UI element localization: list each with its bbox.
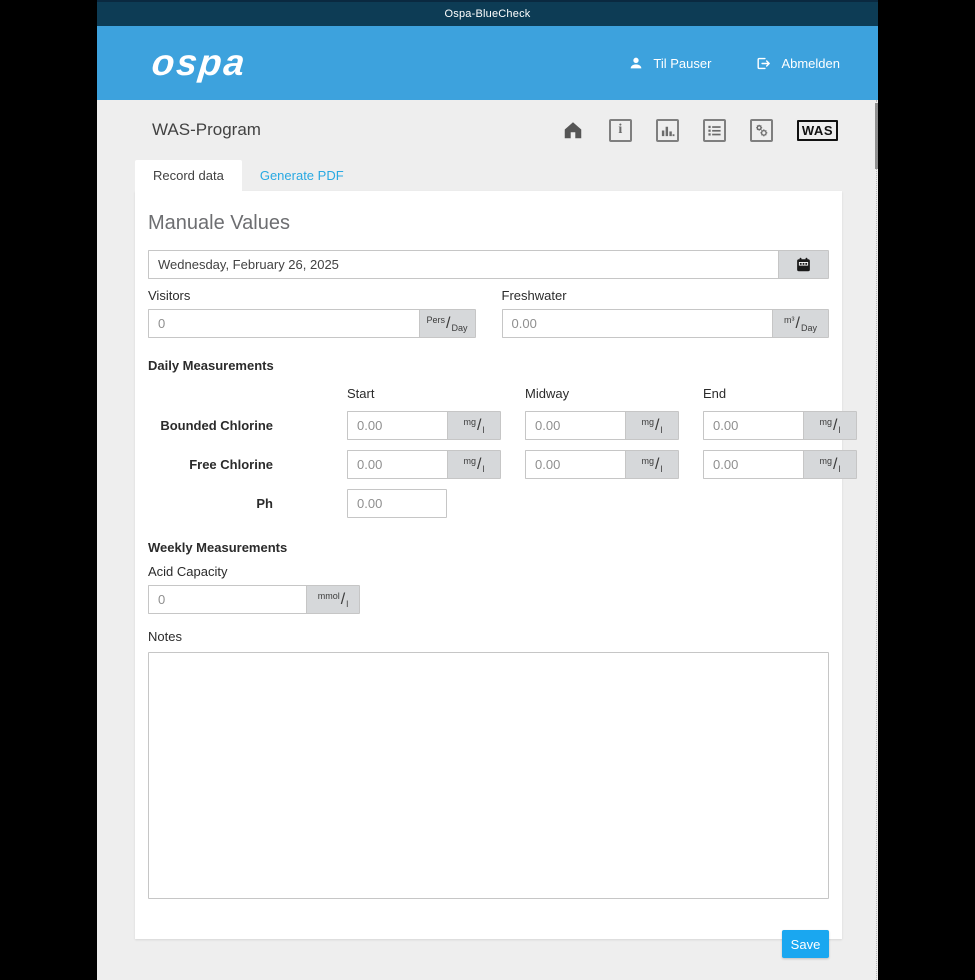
free-chlorine-start-input[interactable] — [347, 450, 447, 479]
date-field-group — [148, 250, 829, 279]
save-button[interactable]: Save — [782, 930, 829, 958]
row-label-ph: Ph — [256, 496, 273, 511]
logout-label: Abmelden — [781, 55, 840, 71]
column-header-midway: Midway — [525, 386, 570, 401]
bounded-chlorine-midway-input[interactable] — [525, 411, 625, 440]
unit-addon-mg-l: mg / l — [447, 411, 501, 440]
tab-generate-pdf[interactable]: Generate PDF — [259, 168, 344, 183]
acid-capacity-label: Acid Capacity — [148, 564, 228, 579]
bounded-chlorine-end-cell: mg/l — [703, 411, 857, 440]
form-card: Manuale Values Visitors — [135, 191, 857, 958]
unit-addon-mg-l: mg / l — [803, 411, 857, 440]
visitors-freshwater-row: Visitors Pers/Day Freshwater m³/Day — [148, 285, 829, 338]
scrollbar[interactable] — [875, 100, 878, 980]
calendar-icon — [797, 257, 810, 272]
tab-record-data[interactable]: Record data — [135, 160, 242, 191]
bounded-chlorine-start-input[interactable] — [347, 411, 447, 440]
chart-icon — [661, 126, 675, 136]
scrollbar-thumb[interactable] — [875, 103, 878, 169]
home-icon — [564, 122, 582, 139]
toolbar: i — [561, 118, 838, 142]
info-icon: i — [618, 122, 623, 137]
user-name: Til Pauser — [653, 55, 712, 71]
info-button[interactable]: i — [608, 118, 632, 142]
weekly-measurements-heading: Weekly Measurements — [148, 540, 288, 555]
unit-addon-mg-l: mg / l — [803, 450, 857, 479]
visitors-input[interactable] — [148, 309, 419, 338]
column-header-start: Start — [347, 386, 375, 401]
notes-label: Notes — [148, 629, 182, 644]
scrollbar-track — [876, 100, 878, 980]
freshwater-input[interactable] — [501, 309, 772, 338]
bounded-chlorine-end-input[interactable] — [703, 411, 803, 440]
settings-icon — [756, 124, 768, 136]
date-picker-button[interactable] — [778, 250, 829, 279]
settings-button[interactable] — [749, 118, 773, 142]
status-title: Ospa-BlueCheck — [444, 8, 531, 20]
home-button[interactable] — [561, 118, 585, 142]
free-chlorine-midway-input[interactable] — [525, 450, 625, 479]
bounded-chlorine-start-cell: mg/l — [347, 411, 501, 440]
save-row: Save — [148, 930, 829, 958]
list-icon — [708, 125, 721, 136]
ospa-logo: ospa — [149, 42, 249, 83]
form-heading: Manuale Values — [148, 212, 290, 234]
free-chlorine-end-input[interactable] — [703, 450, 803, 479]
daily-measurements-heading: Daily Measurements — [148, 358, 274, 373]
row-label-free-chlorine: Free Chlorine — [189, 457, 273, 472]
list-button[interactable] — [702, 118, 726, 142]
unit-addon-mg-l: mg / l — [447, 450, 501, 479]
ph-input[interactable] — [347, 489, 447, 518]
visitors-field: Visitors Pers/Day — [148, 285, 476, 338]
header-actions: Til Pauser Abmelden — [628, 55, 840, 72]
unit-addon-mg-l: mg / l — [625, 411, 679, 440]
user-menu[interactable]: Til Pauser — [628, 55, 711, 71]
freshwater-unit: m³ / Day — [772, 309, 829, 338]
date-input[interactable] — [148, 250, 778, 279]
app-window: Ospa-BlueCheck ospa Til Pauser Abmelden … — [97, 0, 878, 980]
chart-button[interactable] — [655, 118, 679, 142]
user-icon — [631, 57, 642, 69]
page-title: WAS-Program — [152, 120, 261, 139]
unit-addon-mg-l: mg / l — [625, 450, 679, 479]
was-badge[interactable]: WAS — [796, 119, 838, 141]
daily-measurements-grid: Start Midway End Bounded Chlorine mg/l m… — [148, 386, 857, 518]
tab-bar: Record data Generate PDF — [135, 160, 840, 191]
acid-capacity-input[interactable] — [148, 585, 306, 614]
freshwater-label: Freshwater — [501, 288, 567, 303]
bounded-chlorine-midway-cell: mg/l — [525, 411, 679, 440]
row-label-bounded-chlorine: Bounded Chlorine — [160, 418, 273, 433]
free-chlorine-midway-cell: mg/l — [525, 450, 679, 479]
free-chlorine-end-cell: mg/l — [703, 450, 857, 479]
logout-button[interactable]: Abmelden — [755, 55, 840, 72]
logout-icon — [757, 57, 771, 69]
visitors-unit: Pers / Day — [418, 309, 476, 338]
acid-capacity-group: mmol/l — [148, 585, 360, 614]
visitors-label: Visitors — [148, 288, 191, 303]
column-header-end: End — [703, 386, 727, 401]
notes-textarea[interactable] — [148, 652, 829, 899]
acid-capacity-unit: mmol / l — [306, 585, 360, 614]
page-header: WAS-Program i — [97, 100, 878, 160]
free-chlorine-start-cell: mg/l — [347, 450, 501, 479]
ph-start-cell — [347, 489, 501, 518]
app-header: ospa Til Pauser Abmelden — [97, 26, 878, 100]
status-bar: Ospa-BlueCheck — [97, 0, 878, 26]
freshwater-field: Freshwater m³/Day — [501, 285, 829, 338]
